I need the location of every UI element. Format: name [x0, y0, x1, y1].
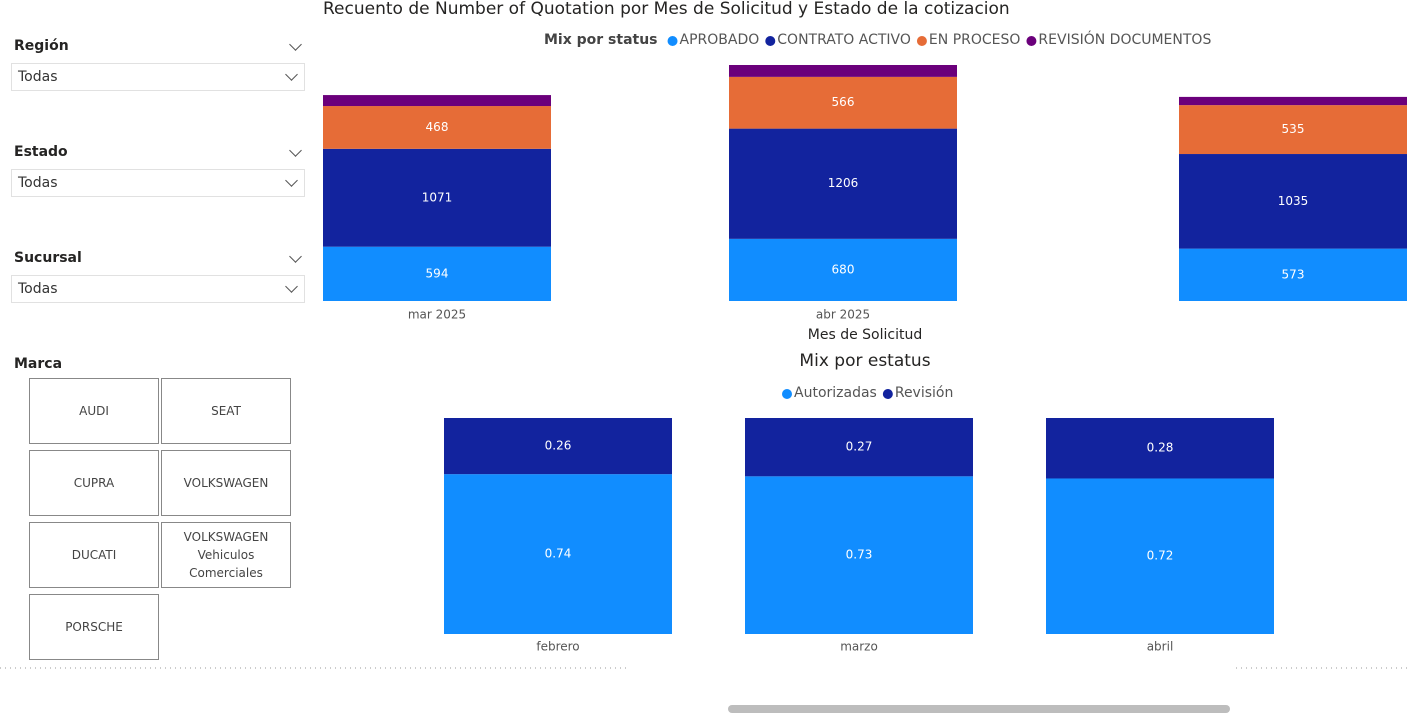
data-label: 573 — [1282, 267, 1305, 281]
chart-title: Mix por estatus — [799, 351, 930, 371]
bar-segment — [1179, 105, 1407, 155]
data-label: 535 — [1282, 122, 1305, 136]
data-label: 0.72 — [1147, 549, 1174, 563]
brand-tile[interactable]: VOLKSWAGEN Vehiculos Comerciales — [161, 522, 291, 588]
bar-segment — [444, 474, 672, 634]
bar-segment — [729, 65, 957, 77]
brand-tile[interactable]: PORSCHE — [29, 594, 159, 660]
legend-marker — [1026, 36, 1037, 46]
data-label: 566 — [832, 95, 855, 109]
legend-marker — [916, 36, 927, 46]
x-axis-title: Mes de Solicitud — [808, 327, 922, 343]
bar-segment — [1179, 154, 1407, 249]
data-label: 0.74 — [545, 547, 572, 561]
slicer-title: Región — [14, 38, 69, 54]
x-tick-label: abr 2025 — [816, 308, 870, 322]
slicer-title: Marca — [14, 356, 63, 372]
bar-segment — [729, 128, 957, 239]
legend-label: APROBADO — [680, 32, 760, 48]
legend-label: EN PROCESO — [929, 32, 1021, 48]
legend-marker — [667, 36, 678, 46]
data-label: 0.27 — [846, 440, 873, 454]
bar-segment — [745, 418, 973, 477]
legend-marker — [882, 389, 893, 399]
dropdown[interactable]: Todas — [11, 275, 305, 303]
slicer-title: Sucursal — [14, 250, 82, 266]
bar-segment — [1179, 96, 1407, 106]
bar-segment — [1046, 478, 1274, 634]
x-tick-label: marzo — [840, 640, 878, 654]
brand-tile[interactable]: VOLKSWAGEN — [161, 450, 291, 516]
data-label: 0.26 — [545, 439, 572, 453]
bar-segment — [323, 106, 551, 149]
bar-segment — [729, 76, 957, 129]
bar-segment — [729, 238, 957, 301]
legend-label: Revisión — [895, 385, 954, 401]
bar-segment — [745, 476, 973, 634]
data-label: 468 — [426, 120, 449, 134]
data-label: 0.28 — [1147, 441, 1174, 455]
bar-segment — [323, 148, 551, 247]
data-label: 1206 — [828, 176, 859, 190]
legend-label: CONTRATO ACTIVO — [777, 32, 911, 48]
brand-tile[interactable]: SEAT — [161, 378, 291, 444]
bar-segment — [323, 95, 551, 107]
x-tick-label: febrero — [536, 640, 579, 654]
brand-tile[interactable]: AUDI — [29, 378, 159, 444]
data-label: 594 — [426, 266, 449, 280]
chart-title: Recuento de Number of Quotation por Mes … — [323, 0, 1010, 19]
brand-tile[interactable]: DUCATI — [29, 522, 159, 588]
data-label: 1035 — [1278, 194, 1309, 208]
data-label: 0.73 — [846, 548, 873, 562]
dropdown[interactable]: Todas — [11, 63, 305, 91]
legend-label: Autorizadas — [794, 385, 877, 401]
brand-tile[interactable]: CUPRA — [29, 450, 159, 516]
data-label: 1071 — [422, 190, 453, 204]
legend-title: Mix por status — [544, 32, 658, 48]
dropdown[interactable]: Todas — [11, 169, 305, 197]
legend-marker — [782, 389, 792, 399]
scrollbar — [728, 705, 1230, 713]
bar-segment — [1046, 418, 1274, 479]
bar-segment — [444, 418, 672, 475]
bar-segment — [323, 246, 551, 301]
bar-segment — [1179, 248, 1407, 301]
slicer-title: Estado — [14, 144, 68, 160]
data-label: 680 — [832, 262, 855, 276]
x-tick-label: abril — [1147, 640, 1174, 654]
x-tick-label: mar 2025 — [408, 308, 466, 322]
legend-marker — [765, 36, 776, 46]
legend-label: REVISIÓN DOCUMENTOS — [1038, 30, 1211, 48]
